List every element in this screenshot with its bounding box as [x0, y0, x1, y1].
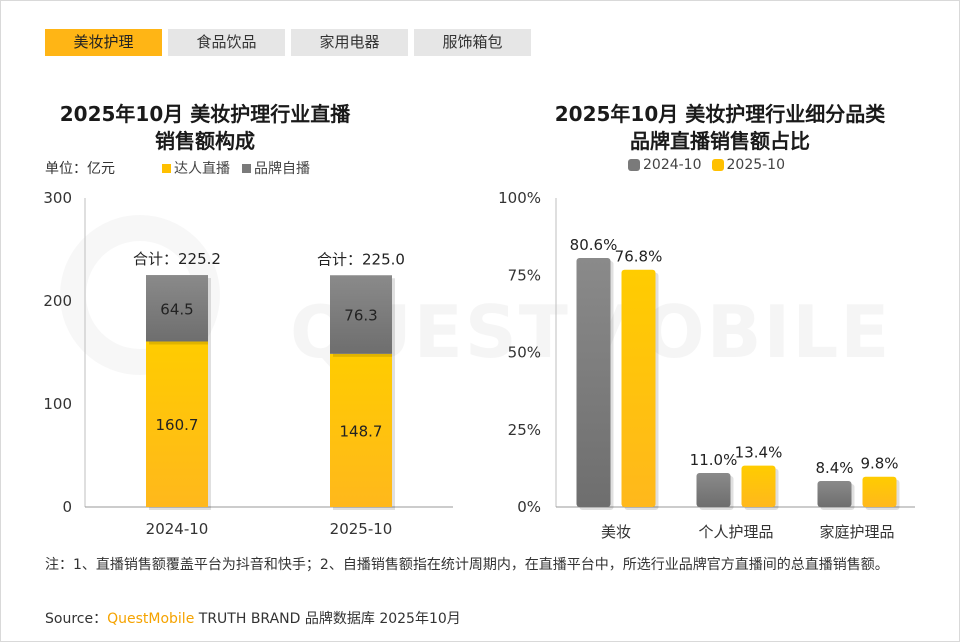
- source-line: Source：QuestMobile TRUTH BRAND 品牌数据库 202…: [45, 608, 461, 628]
- left-chart-title: 2025年10月 美妆护理行业直播 销售额构成: [40, 101, 370, 155]
- legend-label-brand: 品牌自播: [254, 161, 310, 177]
- legend-item-2024: 2024-10: [628, 157, 702, 173]
- legend-label-2024: 2024-10: [643, 157, 702, 173]
- right-chart-title-line2: 品牌直播销售额占比: [630, 129, 810, 153]
- legend-item-kol: 达人直播: [162, 158, 230, 178]
- bar-value-label: 160.7: [156, 416, 199, 434]
- bar-value-label: 64.5: [160, 300, 193, 318]
- left-y-tick-label: 0: [62, 498, 72, 516]
- left-chart-legend: 达人直播 品牌自播: [162, 158, 310, 178]
- bar-segment-brand: [146, 275, 208, 342]
- tab-apparel-bags[interactable]: 服饰箱包: [414, 29, 531, 56]
- bar-total-label: 合计：225.0: [317, 250, 405, 268]
- bar-2024-10: [576, 257, 611, 507]
- bar-value-label: 9.8%: [860, 455, 898, 473]
- footnote: 注：1、直播销售额覆盖平台为抖音和快手；2、自播销售额指在统计周期内，在直播平台…: [45, 557, 889, 573]
- bar-value-label: 11.0%: [690, 451, 738, 469]
- legend-swatch-2025: [711, 159, 724, 171]
- right-x-tick-label: 美妆: [601, 523, 631, 541]
- bar-2025-10: [741, 465, 776, 507]
- left-chart-title-line1: 2025年10月 美妆护理行业直播: [59, 102, 351, 126]
- source-brand: QuestMobile: [107, 611, 195, 627]
- legend-swatch-brand: [242, 163, 251, 173]
- right-x-tick-label: 个人护理品: [698, 523, 773, 541]
- right-chart-title: 2025年10月 美妆护理行业细分品类 品牌直播销售额占比: [520, 101, 920, 155]
- left-chart-title-line2: 销售额构成: [155, 129, 255, 153]
- bar-value-label: 80.6%: [570, 236, 618, 254]
- legend-swatch-kol: [162, 163, 171, 173]
- bar-2024-10: [696, 473, 731, 507]
- bar-value-label: 8.4%: [815, 459, 853, 477]
- bar-segment-kol: [330, 353, 392, 507]
- bar-value-label: 148.7: [340, 422, 383, 440]
- tab-home-appliances[interactable]: 家用电器: [291, 29, 408, 56]
- charts-svg: 0 100 200 300 160.7 64.5 合计：225.2 2024-10 148.7 7…: [43, 189, 915, 541]
- bar-2025-10: [621, 269, 656, 507]
- left-y-tick-label: 100: [43, 395, 72, 413]
- right-chart-legend: 2024-10 2025-10: [628, 157, 785, 173]
- legend-swatch-2024: [628, 159, 640, 171]
- right-x-tick-label: 家庭护理品: [819, 523, 894, 541]
- bar-segment-kol: [146, 341, 208, 507]
- bar-value-label: 76.3: [344, 307, 377, 325]
- left-x-tick-label: 2025-10: [330, 520, 393, 538]
- bar-2025-10: [862, 476, 897, 507]
- right-y-tick-label: 0%: [517, 498, 541, 516]
- left-y-tick-label: 200: [43, 292, 72, 310]
- legend-item-2025: 2025-10: [711, 157, 786, 173]
- left-chart-unit: 单位：亿元: [45, 161, 115, 177]
- tab-food-beverage[interactable]: 食品饮品: [168, 29, 285, 56]
- bar-total-label: 合计：225.2: [133, 250, 221, 268]
- right-y-tick-label: 75%: [508, 266, 541, 284]
- source-suffix: TRUTH BRAND 品牌数据库 2025年10月: [194, 611, 461, 627]
- left-y-tick-label: 300: [43, 189, 72, 207]
- bar-value-label: 76.8%: [615, 248, 663, 266]
- bar-value-label: 13.4%: [735, 444, 783, 462]
- left-x-tick-label: 2024-10: [146, 520, 209, 538]
- right-y-tick-label: 25%: [508, 421, 541, 439]
- legend-label-2025: 2025-10: [726, 157, 786, 173]
- right-y-tick-label: 100%: [498, 189, 541, 207]
- bar-segment-brand: [330, 275, 392, 354]
- legend-label-kol: 达人直播: [174, 161, 230, 177]
- bar-2024-10: [817, 481, 852, 507]
- tab-beauty-care[interactable]: 美妆护理: [45, 29, 162, 56]
- category-tabs: 美妆护理 食品饮品 家用电器 服饰箱包: [45, 29, 531, 56]
- source-prefix: Source：: [45, 611, 108, 627]
- right-y-tick-label: 50%: [508, 344, 541, 362]
- right-chart-title-line1: 2025年10月 美妆护理行业细分品类: [554, 102, 886, 126]
- legend-item-brand: 品牌自播: [242, 158, 310, 178]
